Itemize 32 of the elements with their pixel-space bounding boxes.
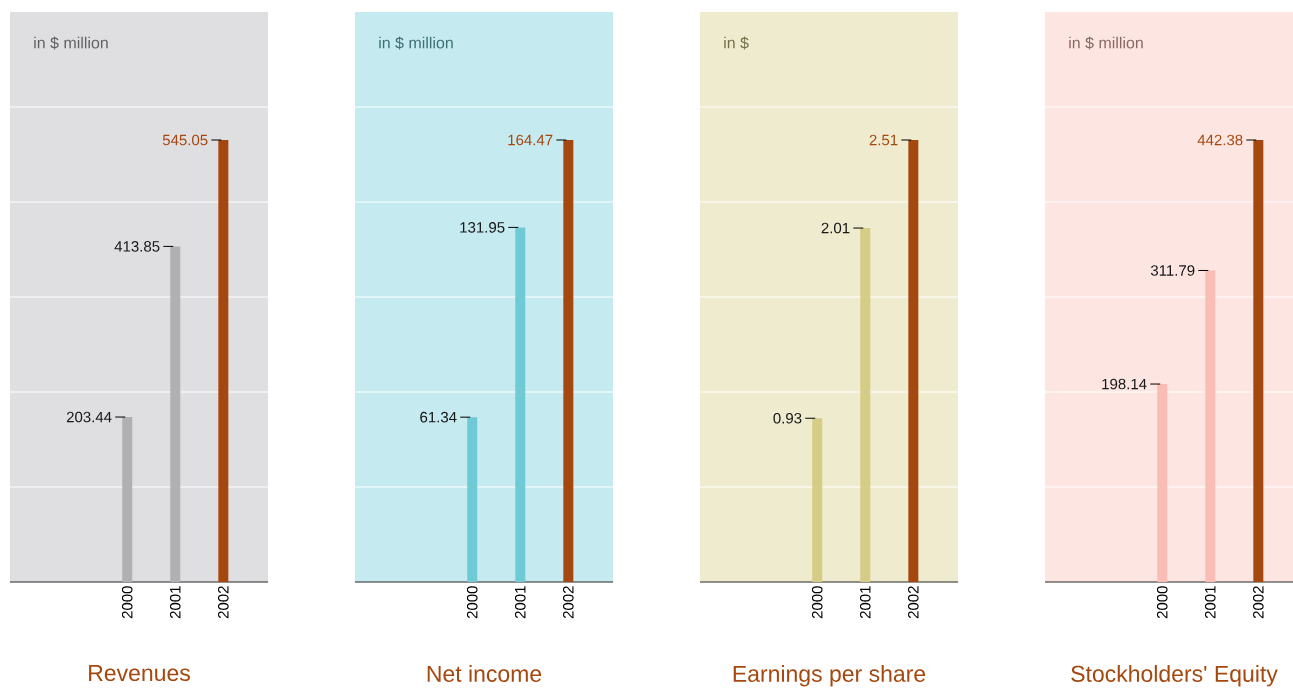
chart-subtitle: in $ million: [34, 36, 108, 50]
x-tick-label: 2000: [121, 586, 133, 619]
data-label: 442.38: [1197, 134, 1243, 146]
data-label: 545.05: [162, 134, 208, 146]
chart-subtitle: in $: [724, 36, 749, 50]
x-tick-label: 2000: [466, 586, 478, 619]
data-label: 198.14: [1102, 378, 1147, 390]
x-tick-label: 2001: [1204, 586, 1216, 619]
x-tick-label: 2000: [1156, 586, 1168, 619]
text: Stockholders' Equity: [1071, 665, 1278, 687]
data-label: 131.95: [460, 222, 505, 233]
x-tick-label: 2002: [908, 586, 919, 619]
data-label: 2.51: [869, 134, 898, 146]
x-tick-label: 2002: [563, 586, 574, 619]
chart-subtitle: in $ million: [1069, 36, 1143, 50]
x-tick-label: 2001: [169, 586, 181, 619]
x-tick-label: 2002: [1253, 586, 1264, 619]
data-label: 203.44: [66, 411, 112, 423]
chart-subtitle: in $ million: [379, 36, 453, 50]
x-tick-label: 2001: [514, 586, 526, 619]
x-tick-label: 2001: [859, 586, 871, 619]
text: Earnings per share: [733, 665, 926, 687]
data-label: 61.34: [420, 411, 457, 423]
x-tick-label: 2002: [218, 586, 229, 619]
text: Revenues: [89, 665, 190, 682]
data-label: 0.93: [773, 412, 802, 424]
x-tick-label: 2000: [811, 586, 823, 619]
data-label: 2.01: [821, 222, 850, 234]
data-label: 164.47: [508, 134, 553, 146]
data-label: 413.85: [114, 241, 160, 252]
text: Net income: [427, 665, 542, 682]
data-label: 311.79: [1150, 265, 1195, 276]
